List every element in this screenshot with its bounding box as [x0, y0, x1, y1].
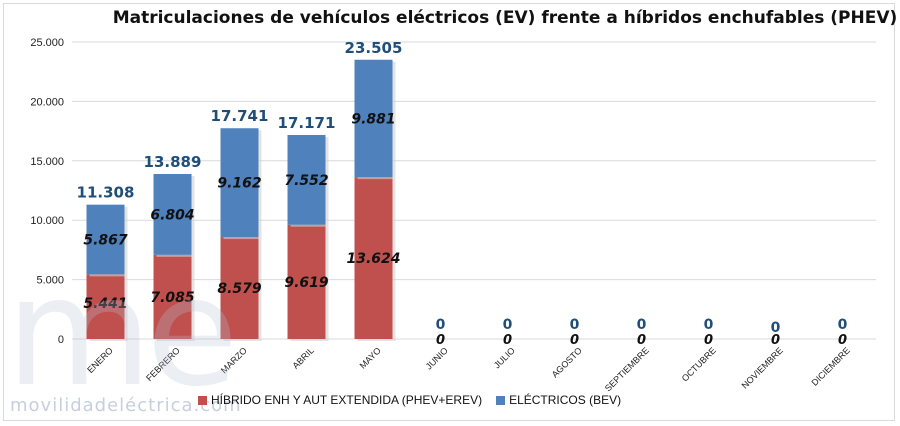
data-label-zero: 0	[704, 333, 713, 348]
data-label-phev: 13.624	[346, 251, 400, 267]
legend-swatch-bev	[496, 395, 506, 405]
data-label-zero: 0	[771, 333, 780, 348]
bar-bev	[287, 135, 326, 225]
watermark-logo: me	[6, 246, 232, 420]
total-label: 0	[838, 317, 848, 333]
data-label-zero: 0	[637, 333, 646, 348]
data-label-bev: 9.162	[217, 176, 261, 192]
x-tick-label: OCTUBRE	[680, 345, 718, 383]
total-label: 17.171	[278, 114, 336, 132]
x-tick-label: NOVIEMBRE	[740, 345, 785, 390]
bar-phev	[220, 237, 259, 339]
legend-item-bev: ELÉCTRICOS (BEV)	[496, 393, 621, 407]
x-tick-label: ABRIL	[290, 345, 315, 370]
x-tick-label: JULIO	[492, 345, 517, 370]
x-tick-label: DICIEMBRE	[809, 345, 851, 387]
bar-bev	[86, 204, 125, 275]
y-tick-label: 20.000	[30, 96, 64, 108]
bar-phev	[287, 224, 326, 339]
total-label: 13.889	[144, 153, 202, 171]
data-label-bev: 5.867	[83, 233, 128, 249]
legend-swatch-phev	[198, 395, 207, 405]
legend-label-bev: ELÉCTRICOS (BEV)	[509, 393, 622, 407]
y-tick-label: 5.000	[36, 275, 64, 287]
y-tick-label: 0	[58, 334, 64, 346]
bar-phev	[153, 254, 192, 339]
total-label: 0	[637, 317, 647, 333]
bar-phev	[354, 177, 393, 339]
watermark-text: movilidadeléctrica.com	[10, 395, 242, 416]
total-label: 17.741	[211, 107, 269, 125]
data-label-zero: 0	[838, 333, 847, 348]
legend-label-phev: HÍBRIDO ENH Y AUT EXTENDIDA (PHEV+EREV)	[211, 393, 483, 407]
data-label-bev: 6.804	[150, 207, 194, 223]
data-label-zero: 0	[436, 333, 445, 348]
y-tick-label: 25.000	[30, 37, 64, 49]
data-label-bev: 7.552	[284, 173, 328, 189]
data-label-phev: 5.441	[83, 296, 127, 312]
x-tick-label: JUNIO	[424, 345, 450, 371]
data-label-phev: 7.085	[150, 290, 195, 306]
bar-bev	[354, 59, 393, 178]
total-label: 0	[503, 317, 513, 333]
data-label-phev: 9.619	[284, 275, 329, 291]
legend-item-phev: HÍBRIDO ENH Y AUT EXTENDIDA (PHEV+EREV)	[198, 393, 482, 407]
x-tick-label: MAYO	[358, 345, 383, 370]
total-label: 0	[570, 317, 580, 333]
bar-bev	[220, 128, 259, 238]
y-tick-label: 10.000	[30, 215, 64, 227]
bar-phev	[86, 274, 125, 339]
data-label-bev: 9.881	[351, 111, 395, 127]
chart-frame	[3, 3, 895, 421]
total-label: 23.505	[345, 39, 403, 57]
total-label: 0	[436, 317, 446, 333]
bar-bev	[153, 173, 192, 255]
chart-title: Matriculaciones de vehículos eléctricos …	[112, 8, 898, 28]
data-label-zero: 0	[570, 333, 579, 348]
chart-legend: HÍBRIDO ENH Y AUT EXTENDIDA (PHEV+EREV) …	[198, 393, 621, 407]
x-tick-label: AGOSTO	[550, 345, 584, 379]
data-label-zero: 0	[503, 333, 512, 348]
total-label: 0	[771, 320, 781, 336]
data-label-phev: 8.579	[217, 281, 262, 297]
total-label: 0	[704, 317, 714, 333]
total-label: 11.308	[77, 184, 135, 202]
x-tick-label: SEPTIEMBRE	[603, 345, 651, 393]
y-tick-label: 15.000	[30, 156, 64, 168]
